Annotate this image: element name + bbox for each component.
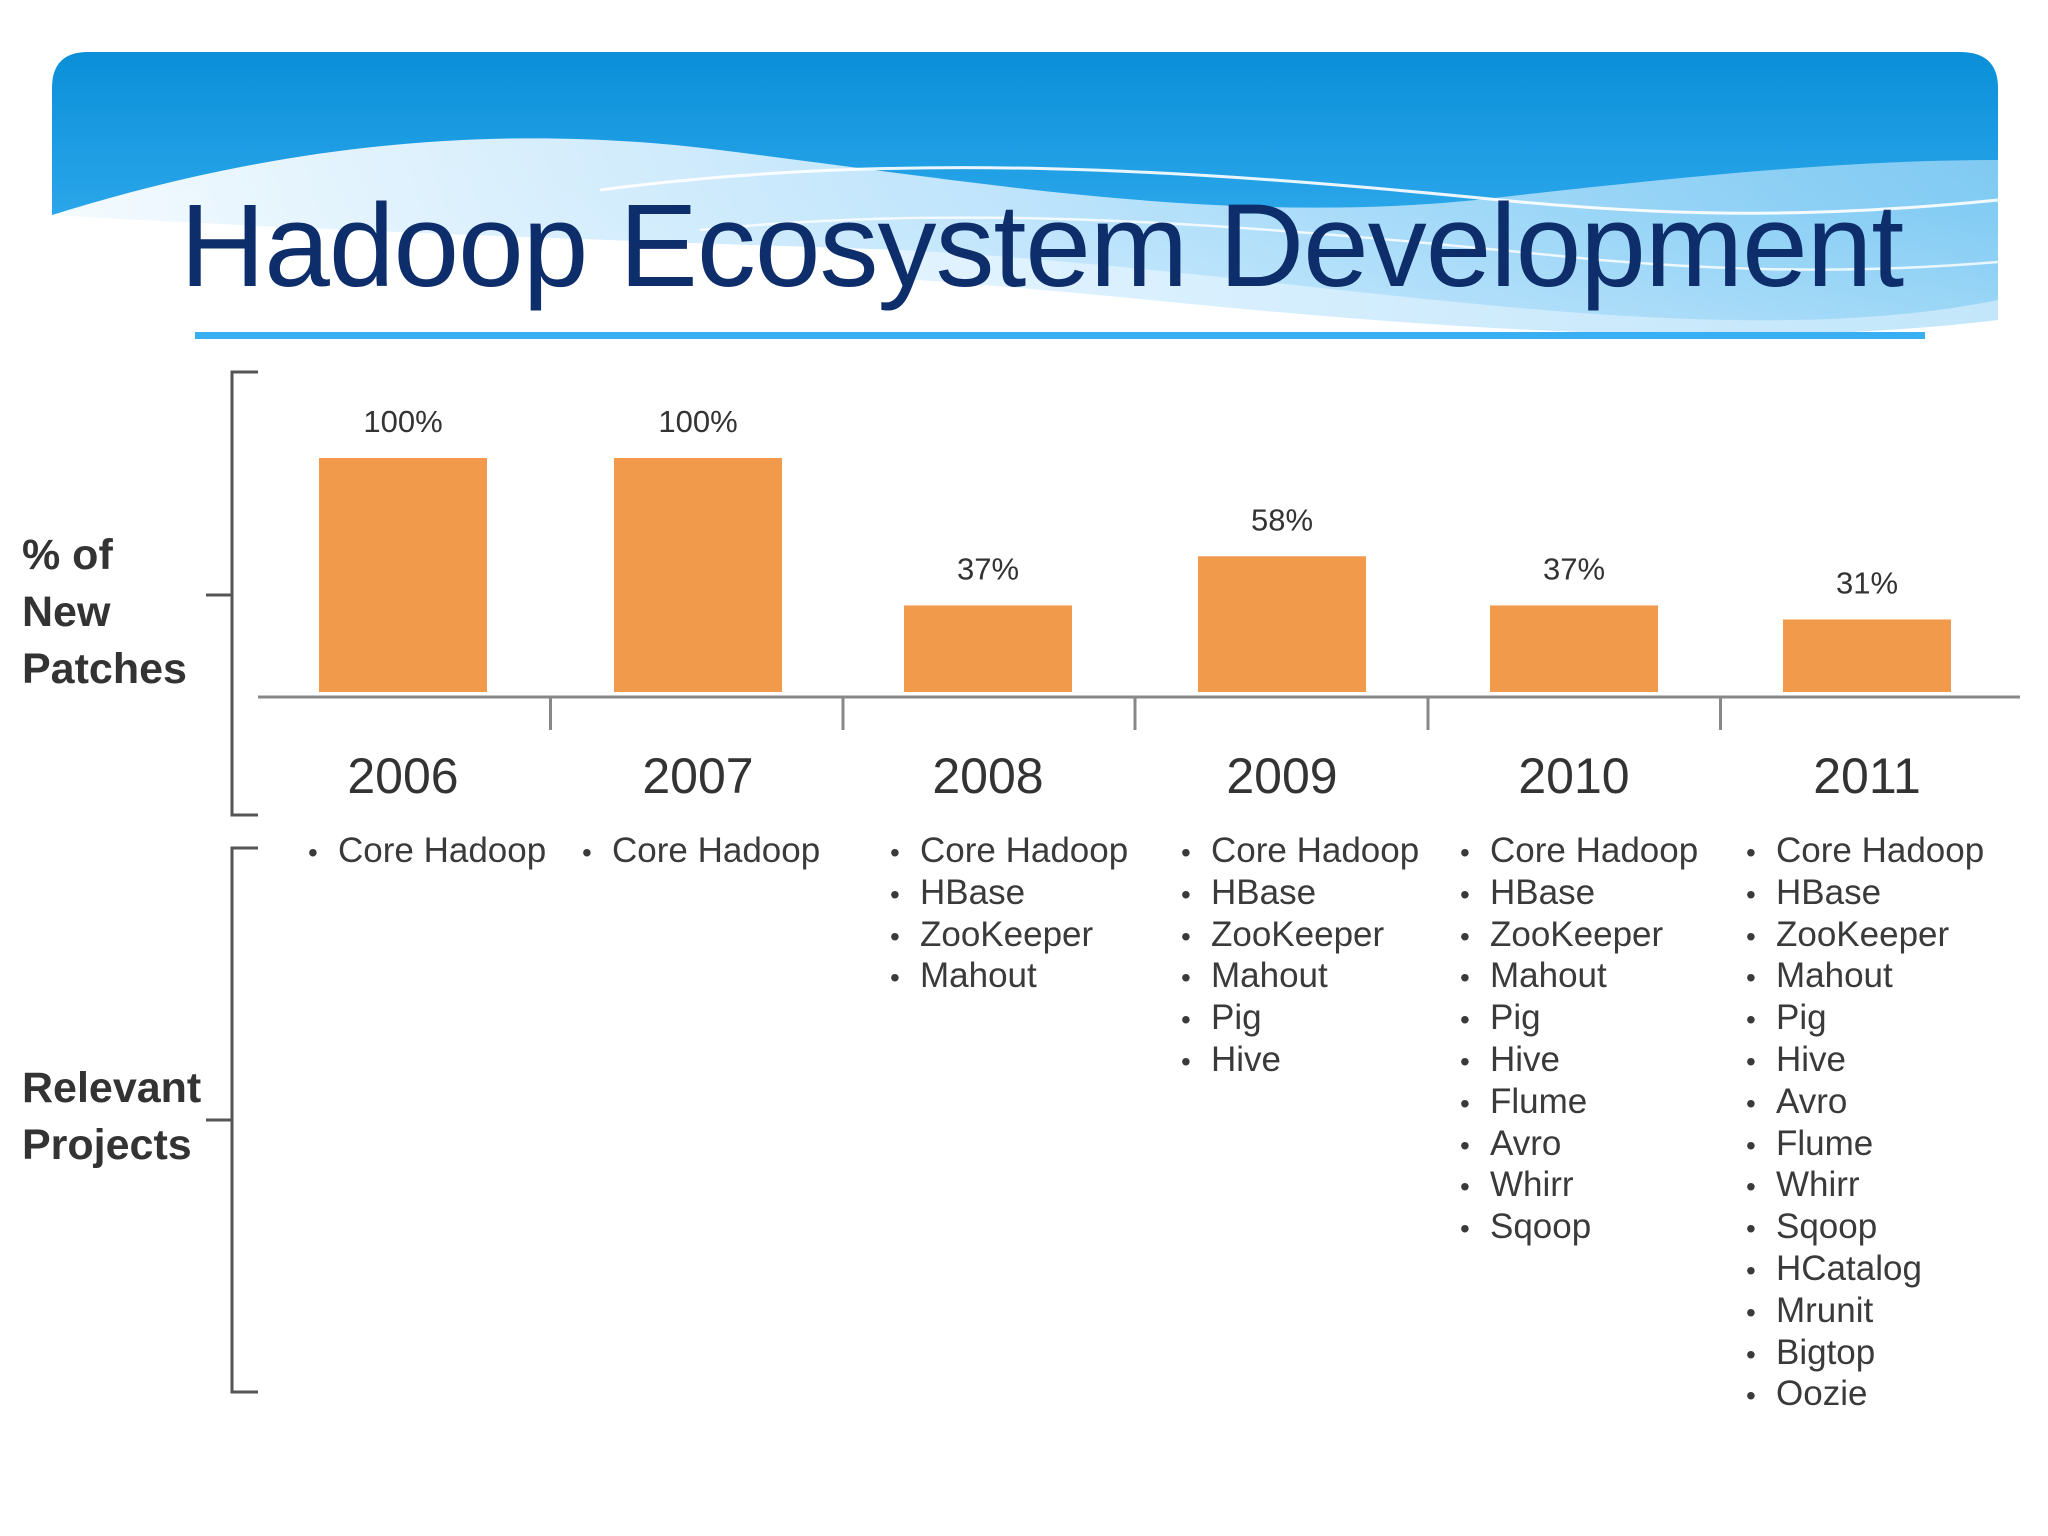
list-item: Pig (1181, 997, 1419, 1039)
list-item: ZooKeeper (1181, 914, 1419, 956)
list-item: ZooKeeper (890, 914, 1128, 956)
list-item: Pig (1460, 997, 1698, 1039)
list-item: Whirr (1460, 1164, 1698, 1206)
project-list-2007: Core Hadoop (582, 830, 820, 872)
list-item: Hive (1460, 1039, 1698, 1081)
list-item: Core Hadoop (1460, 830, 1698, 872)
list-item: Mahout (1746, 955, 1984, 997)
year-label-2007: 2007 (642, 748, 753, 804)
list-item: ZooKeeper (1746, 914, 1984, 956)
list-item: Core Hadoop (890, 830, 1128, 872)
projects-row-label: Relevant Projects (22, 1060, 201, 1174)
bar-2011 (1783, 619, 1951, 692)
list-item: Avro (1746, 1081, 1984, 1123)
list-item: Mahout (1181, 955, 1419, 997)
title-underline (195, 332, 1925, 339)
list-item: Sqoop (1460, 1206, 1698, 1248)
data-label-2009: 58% (1251, 502, 1313, 537)
list-item: Core Hadoop (1746, 830, 1984, 872)
bar-2010 (1490, 605, 1658, 692)
list-item: Core Hadoop (308, 830, 546, 872)
patches-row-label: % of New Patches (22, 527, 187, 698)
list-item: Bigtop (1746, 1332, 1984, 1374)
list-item: Hive (1181, 1039, 1419, 1081)
list-item: HBase (1460, 872, 1698, 914)
projects-label-line-2: Projects (22, 1121, 192, 1169)
list-item: Whirr (1746, 1164, 1984, 1206)
list-item: HBase (890, 872, 1128, 914)
list-item: Avro (1460, 1123, 1698, 1165)
data-label-2008: 37% (957, 551, 1019, 586)
projects-label-line-1: Relevant (22, 1064, 202, 1112)
patches-label-line-3: Patches (22, 645, 187, 693)
patches-label-line-2: New (22, 588, 111, 636)
project-list-2011: Core HadoopHBaseZooKeeperMahoutPigHiveAv… (1746, 830, 1984, 1415)
projects-bracket (206, 846, 258, 1394)
list-item: Pig (1746, 997, 1984, 1039)
list-item: Core Hadoop (1181, 830, 1419, 872)
project-list-2006: Core Hadoop (308, 830, 546, 872)
page-title: Hadoop Ecosystem Development (180, 180, 1904, 312)
list-item: HCatalog (1746, 1248, 1984, 1290)
bar-2006 (319, 458, 487, 692)
year-label-2008: 2008 (932, 748, 1043, 804)
patches-label-line-1: % of (22, 531, 113, 579)
year-label-2010: 2010 (1518, 748, 1629, 804)
list-item: HBase (1181, 872, 1419, 914)
project-list-2008: Core HadoopHBaseZooKeeperMahout (890, 830, 1128, 997)
project-list-2009: Core HadoopHBaseZooKeeperMahoutPigHive (1181, 830, 1419, 1081)
list-item: Oozie (1746, 1373, 1984, 1415)
list-item: Flume (1746, 1123, 1984, 1165)
year-label-2006: 2006 (347, 748, 458, 804)
list-item: Mahout (890, 955, 1128, 997)
data-label-2010: 37% (1543, 551, 1605, 586)
project-list-2010: Core HadoopHBaseZooKeeperMahoutPigHiveFl… (1460, 830, 1698, 1248)
list-item: Sqoop (1746, 1206, 1984, 1248)
list-item: Core Hadoop (582, 830, 820, 872)
list-item: ZooKeeper (1460, 914, 1698, 956)
list-item: Flume (1460, 1081, 1698, 1123)
list-item: Hive (1746, 1039, 1984, 1081)
list-item: Mahout (1460, 955, 1698, 997)
patches-bracket (206, 370, 258, 817)
bar-2007 (614, 458, 782, 692)
data-label-2007: 100% (658, 404, 737, 439)
year-label-2009: 2009 (1226, 748, 1337, 804)
year-label-2011: 2011 (1813, 748, 1921, 804)
list-item: HBase (1746, 872, 1984, 914)
data-label-2006: 100% (363, 404, 442, 439)
data-label-2011: 31% (1836, 565, 1898, 600)
bar-2008 (904, 605, 1072, 692)
bar-2009 (1198, 556, 1366, 692)
list-item: Mrunit (1746, 1290, 1984, 1332)
